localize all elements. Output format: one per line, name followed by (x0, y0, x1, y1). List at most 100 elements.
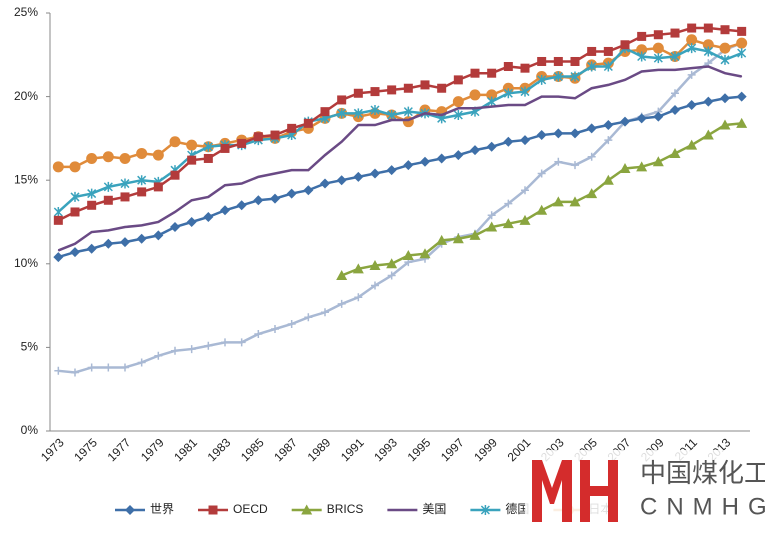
marker (652, 156, 664, 167)
marker (371, 281, 379, 290)
marker (687, 23, 697, 33)
marker (637, 31, 647, 41)
marker (170, 222, 180, 233)
marker (53, 215, 63, 225)
marker (637, 51, 647, 62)
marker (403, 106, 413, 117)
marker (720, 93, 730, 104)
marker (586, 123, 597, 134)
marker (387, 109, 397, 120)
marker (352, 263, 364, 274)
point (557, 96, 559, 98)
marker (686, 34, 698, 46)
marker (52, 161, 64, 173)
marker (453, 109, 463, 120)
marker (386, 165, 397, 176)
marker (387, 85, 397, 95)
marker (653, 111, 664, 122)
point (641, 71, 643, 73)
point (241, 183, 243, 185)
marker (519, 214, 531, 225)
marker (54, 366, 63, 375)
point (407, 119, 409, 121)
point (524, 104, 526, 106)
point (707, 66, 709, 68)
marker (403, 160, 414, 171)
marker (520, 135, 530, 146)
point (591, 87, 593, 89)
marker (520, 63, 530, 73)
marker (603, 61, 613, 72)
marker (353, 108, 363, 119)
marker (203, 153, 213, 163)
y-tick-label: 5% (21, 340, 39, 354)
marker (386, 258, 398, 269)
marker (136, 233, 147, 244)
series (336, 117, 748, 281)
marker (370, 87, 380, 97)
marker (187, 345, 196, 354)
marker (152, 149, 164, 161)
marker (553, 128, 564, 139)
marker (703, 96, 714, 107)
marker (553, 71, 563, 82)
marker (537, 56, 547, 66)
legend-label: 德国 (505, 501, 529, 516)
point (624, 79, 626, 81)
point (507, 104, 509, 106)
point (207, 196, 209, 198)
marker (537, 169, 546, 178)
point (691, 67, 693, 69)
marker (536, 130, 547, 141)
marker (369, 259, 381, 270)
marker (286, 188, 297, 199)
point (157, 221, 159, 223)
marker (737, 26, 747, 36)
legend-label: OECD (233, 502, 268, 516)
marker (480, 505, 490, 515)
marker (103, 238, 114, 249)
marker (437, 83, 447, 93)
marker (487, 96, 497, 107)
point (341, 141, 343, 143)
point (141, 224, 143, 226)
marker (737, 48, 747, 59)
point (107, 229, 109, 231)
marker (603, 46, 613, 56)
marker (270, 130, 280, 140)
marker (303, 118, 313, 128)
marker (686, 139, 698, 150)
point (91, 231, 93, 233)
marker (337, 108, 347, 119)
marker (420, 80, 430, 90)
marker (69, 161, 81, 173)
point (307, 169, 309, 171)
point (324, 154, 326, 156)
series-line (57, 65, 742, 252)
series (57, 65, 743, 252)
marker (253, 195, 264, 206)
marker (271, 325, 279, 334)
marker (503, 136, 514, 147)
marker (487, 68, 497, 78)
marker (419, 248, 431, 259)
marker (620, 40, 630, 50)
point (657, 69, 659, 71)
marker (353, 171, 364, 182)
marker (521, 186, 529, 195)
y-tick-label: 0% (21, 423, 39, 437)
watermark-logo (532, 460, 618, 522)
marker (336, 270, 348, 281)
marker (586, 188, 598, 199)
marker (402, 249, 414, 260)
marker (670, 28, 680, 38)
marker (537, 74, 547, 85)
marker (120, 192, 130, 202)
marker (486, 89, 498, 101)
marker (120, 178, 130, 189)
marker (636, 113, 647, 124)
marker (670, 104, 680, 115)
point (174, 211, 176, 213)
marker (587, 152, 596, 161)
marker (653, 53, 663, 64)
